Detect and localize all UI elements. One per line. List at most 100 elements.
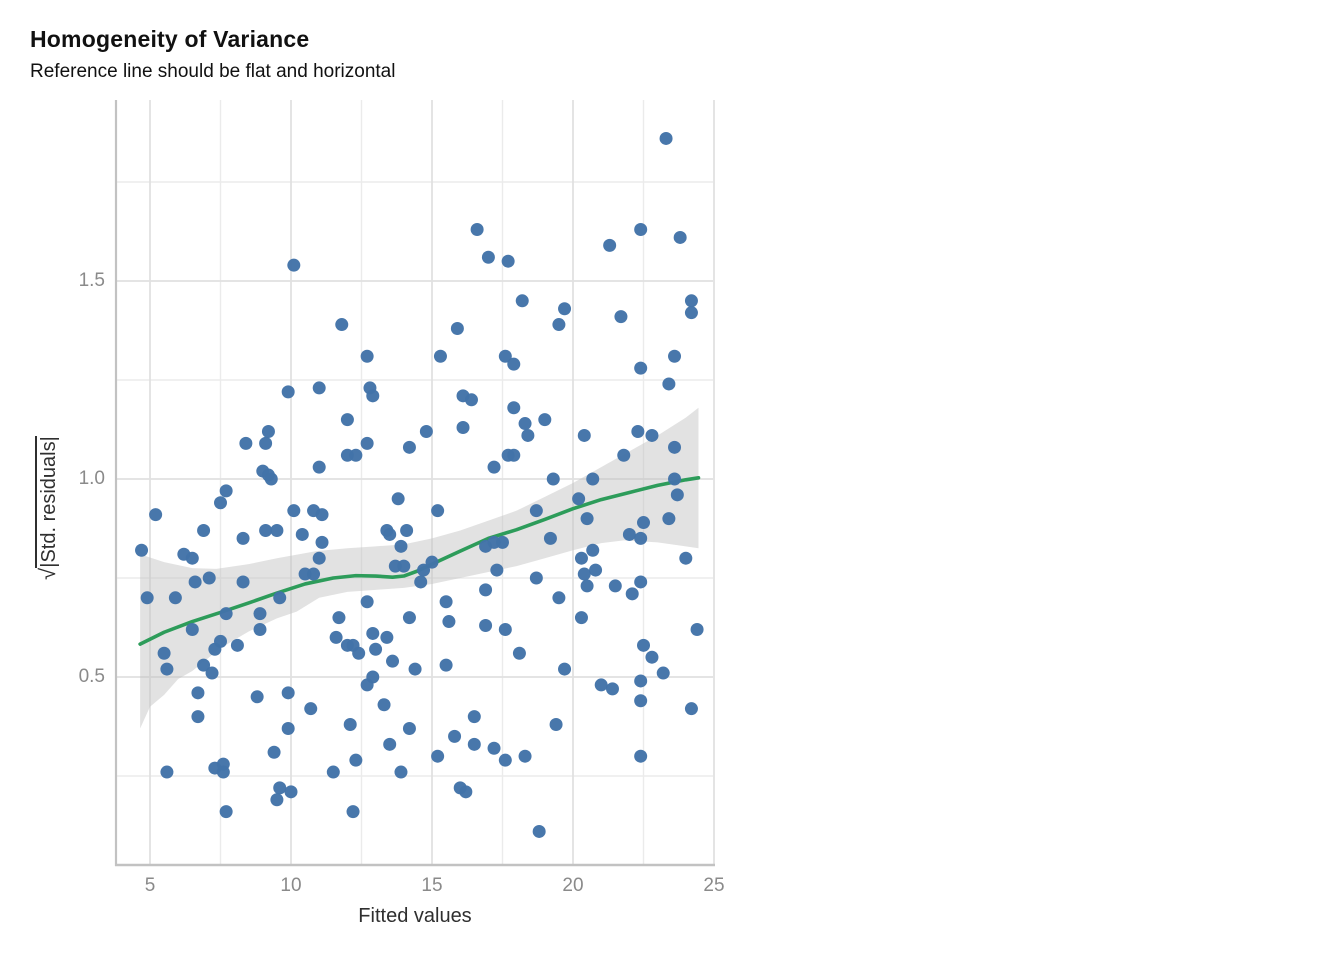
data-point	[634, 674, 648, 688]
data-point	[312, 381, 326, 395]
data-point	[219, 607, 233, 621]
major-gridlines	[117, 100, 715, 865]
data-point	[487, 741, 501, 755]
data-point	[160, 765, 174, 779]
data-point	[549, 718, 563, 732]
y-axis-title-under-root: |Std. residuals|	[35, 436, 60, 568]
data-point	[645, 428, 659, 442]
data-point	[287, 258, 301, 272]
data-point	[287, 504, 301, 518]
y-axis-title-text: √|Std. residuals|	[35, 383, 61, 633]
data-point	[191, 686, 205, 700]
data-point	[577, 567, 591, 581]
data-point	[637, 638, 650, 652]
data-point	[684, 306, 698, 320]
data-point	[250, 690, 264, 704]
data-point	[391, 492, 405, 506]
data-point	[662, 377, 676, 391]
chart-title: Homogeneity of Variance	[30, 26, 310, 52]
data-point	[346, 805, 360, 819]
data-point	[580, 512, 594, 526]
data-point	[417, 563, 431, 577]
chart-subtitle: Reference line should be flat and horizo…	[30, 61, 396, 82]
data-point	[149, 508, 163, 522]
data-point	[239, 436, 253, 450]
data-point	[377, 698, 391, 712]
data-point	[622, 527, 636, 541]
data-point	[634, 575, 648, 589]
data-point	[634, 531, 648, 545]
data-point	[529, 571, 543, 585]
x-tick-label: 15	[421, 875, 443, 896]
data-point	[442, 615, 456, 629]
data-point	[668, 440, 682, 454]
data-point	[219, 484, 233, 498]
data-point	[295, 527, 309, 541]
data-point	[518, 417, 532, 431]
data-point	[236, 575, 250, 589]
data-point	[202, 571, 216, 585]
data-point	[188, 575, 202, 589]
data-point	[558, 302, 572, 316]
data-point	[467, 710, 481, 724]
data-point	[631, 424, 645, 438]
data-point	[589, 563, 603, 577]
data-point	[315, 508, 329, 522]
data-point	[431, 749, 445, 763]
smooth-reference-line	[138, 476, 701, 646]
data-point	[673, 230, 687, 244]
data-point	[574, 551, 588, 565]
data-point	[402, 611, 416, 625]
data-point	[281, 385, 295, 399]
data-point	[366, 389, 380, 403]
data-point	[552, 591, 566, 605]
data-point	[512, 646, 526, 660]
data-point	[397, 559, 411, 573]
data-point	[402, 440, 416, 454]
data-point	[529, 504, 543, 518]
data-point	[487, 460, 501, 474]
data-point	[208, 642, 222, 656]
data-point	[518, 749, 532, 763]
data-point	[329, 630, 343, 644]
data-point	[400, 523, 414, 537]
minor-gridlines	[117, 100, 713, 865]
data-point	[253, 607, 267, 621]
data-point	[594, 678, 608, 692]
data-point	[448, 729, 462, 743]
data-point	[230, 638, 244, 652]
data-point	[273, 591, 287, 605]
data-point	[634, 694, 648, 708]
data-point	[315, 535, 329, 549]
data-point	[659, 131, 673, 145]
data-point	[402, 721, 416, 735]
data-point	[439, 595, 453, 609]
data-point	[236, 531, 250, 545]
data-point	[634, 361, 648, 375]
data-point	[464, 393, 478, 407]
sqrt-symbol: √	[35, 567, 60, 580]
data-point	[608, 579, 622, 593]
data-point	[352, 646, 366, 660]
data-point	[543, 531, 557, 545]
data-point	[498, 753, 512, 767]
data-point	[326, 765, 340, 779]
data-point	[450, 322, 464, 336]
axis-lines	[114, 100, 715, 867]
data-point	[380, 630, 394, 644]
data-point	[496, 535, 509, 549]
data-point	[383, 527, 397, 541]
data-point	[343, 718, 357, 732]
data-point	[304, 702, 318, 716]
data-point	[670, 488, 684, 502]
data-point	[662, 512, 676, 526]
data-point	[197, 523, 211, 537]
data-point	[684, 702, 698, 716]
data-point	[625, 587, 639, 601]
data-point	[360, 349, 374, 363]
data-point	[668, 472, 682, 486]
data-point	[340, 413, 354, 427]
data-point	[335, 318, 349, 332]
data-point	[459, 785, 473, 799]
